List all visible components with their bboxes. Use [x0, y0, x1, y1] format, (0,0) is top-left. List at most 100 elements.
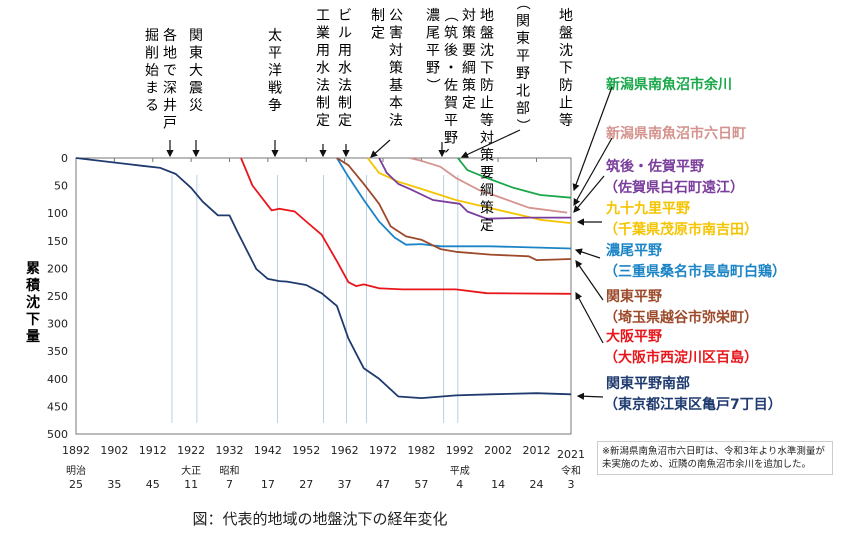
y-tick-label: 250 [47, 290, 68, 303]
legend-label: 新潟県南魚沼市六日町 [606, 125, 746, 142]
annotation-chikugo-char: （ [442, 8, 458, 22]
annotation-building-yosui-char: 水 [338, 61, 352, 77]
series-line-6 [378, 157, 571, 220]
y-tick-label: 300 [47, 318, 68, 331]
legend-label: 大阪平野 [606, 328, 662, 345]
x-tick-label: 1992 [446, 444, 474, 457]
annotation-youkou-char: 止 [480, 96, 494, 112]
annotation-kanto-earthquake-char: 震 [189, 81, 203, 97]
annotation-building-yosui-char: ビ [338, 8, 352, 24]
series-line-2 [240, 157, 572, 295]
era-year-label: 35 [107, 478, 121, 491]
x-tick-label: 1942 [254, 444, 282, 457]
annotation-arrow [460, 129, 521, 158]
x-tick-label: 1902 [100, 444, 128, 457]
annotation-youkou-char: 要 [480, 166, 494, 182]
annotation-kogai-law-char: 策 [389, 60, 403, 77]
legend-arrow [576, 392, 604, 400]
legend-sublabel: （千葉県茂原市南吉田） [604, 221, 758, 238]
legend-arrow [575, 260, 604, 301]
annotation-chikugo-char: 筑 [444, 26, 458, 42]
annotation-youkou-char: 盤 [480, 26, 494, 42]
annotation-kanto-north-char: 東 [516, 31, 530, 47]
y-tick-label: 500 [47, 428, 68, 441]
era-year-label: 7 [226, 478, 233, 491]
annotation-pacific-war-char: 戦 [268, 81, 282, 97]
legend-arrow [575, 291, 604, 344]
annotation-fukaido-char: で [163, 63, 177, 79]
series-line-3 [336, 157, 572, 250]
x-tick-label: 2002 [484, 444, 512, 457]
annotation-fukaido-char: 各 [163, 28, 177, 44]
annotation-building-yosui-char: 法 [338, 78, 352, 94]
annotation-building-yosui-char: 用 [338, 43, 352, 59]
era-year-label: 11 [184, 478, 198, 491]
annotation-kanto-earthquake-char: 災 [189, 98, 203, 114]
y-axis-label-char: 量 [26, 329, 40, 345]
legend-sublabel: （佐賀県白石町遠江） [604, 179, 744, 196]
annotation-building-yosui-char: 定 [338, 113, 352, 129]
annotation-kussaku-char: 掘 [145, 28, 159, 44]
era-year-label: 14 [491, 478, 505, 491]
annotation-kogai-law-char: 基 [389, 77, 403, 94]
plot-area [75, 157, 572, 435]
legend-label: 新潟県南魚沼市余川 [606, 76, 732, 93]
annotation-nobi-char: 濃 [426, 8, 440, 24]
annotation-youkou-2-char: 対 [462, 8, 476, 24]
annotation-kanto-earthquake-char: 大 [189, 63, 203, 79]
annotation-youkou-char: 策 [480, 200, 494, 217]
series-line-4 [336, 157, 572, 261]
annotation-youkou-char: 策 [480, 147, 494, 164]
annotation-chikugo-char: 平 [444, 113, 458, 129]
annotation-pacific-war-char: 平 [268, 46, 282, 62]
legend-label: 筑後・佐賀平野 [606, 158, 704, 175]
annotation-building-yosui-char: 制 [338, 96, 352, 112]
annotation-kanto-north-char: 野 [516, 66, 530, 82]
annotation-youkou-char: 地 [480, 8, 494, 24]
annotation-kogai-law-char: 害 [389, 26, 403, 42]
annotation-kussaku-char: ま [145, 81, 159, 97]
annotation-youkou-2-char: 要 [462, 43, 476, 59]
y-tick-label: 50 [54, 180, 68, 193]
annotation-fukaido-char: 井 [163, 98, 177, 114]
y-axis-label-char: 累 [26, 261, 40, 277]
annotation-chikugo-char: 賀 [444, 96, 458, 112]
annotation-youkou-3-char: 沈 [559, 43, 573, 59]
x-tick-label: 1952 [292, 444, 320, 457]
annotation-chikugo-char: 、 [442, 148, 458, 162]
annotation-youkou-2-char: 策 [462, 77, 476, 94]
legend-label: 濃尾平野 [606, 242, 662, 259]
annotation-fukaido-char: 地 [163, 46, 177, 62]
series-line-1 [75, 157, 572, 399]
annotation-kanto-north-char: 北 [516, 84, 530, 100]
era-year-label: 17 [261, 478, 275, 491]
annotation-pacific-war-char: 太 [268, 28, 282, 44]
legend-arrow [573, 175, 605, 213]
annotation-pacific-war-char: 洋 [268, 63, 282, 79]
y-tick-label: 150 [47, 235, 68, 248]
y-tick-label: 350 [47, 345, 68, 358]
y-tick-label: 100 [47, 207, 68, 220]
annotation-youkou-char: 等 [480, 112, 494, 129]
x-tick-label: 1912 [139, 444, 167, 457]
legend-arrow [572, 86, 613, 192]
legend-label: 関東平野南部 [606, 375, 690, 392]
y-tick-label: 0 [61, 152, 68, 165]
annotation-kogyo-yosui-char: 定 [316, 113, 330, 129]
era-label: 令和 [561, 464, 581, 477]
annotation-kogai-law-char: 公 [389, 8, 403, 24]
y-axis-label-char: 下 [26, 312, 40, 328]
annotation-youkou-char: 沈 [480, 43, 494, 59]
y-tick-label: 450 [47, 400, 68, 413]
annotation-kogyo-yosui-char: 工 [316, 8, 330, 24]
y-axis-label-char: 沈 [26, 294, 40, 311]
annotation-youkou-char: 定 [480, 218, 494, 234]
legend-arrow [574, 248, 601, 259]
legend-label: 関東平野 [606, 288, 662, 305]
era-year-label: 47 [376, 478, 390, 491]
annotation-youkou-3-char: 等 [559, 112, 573, 129]
y-axis-label-char: 積 [25, 277, 41, 294]
annotation-kogai-law-char: 法 [389, 113, 403, 129]
x-tick-label: 2021 [557, 448, 585, 461]
